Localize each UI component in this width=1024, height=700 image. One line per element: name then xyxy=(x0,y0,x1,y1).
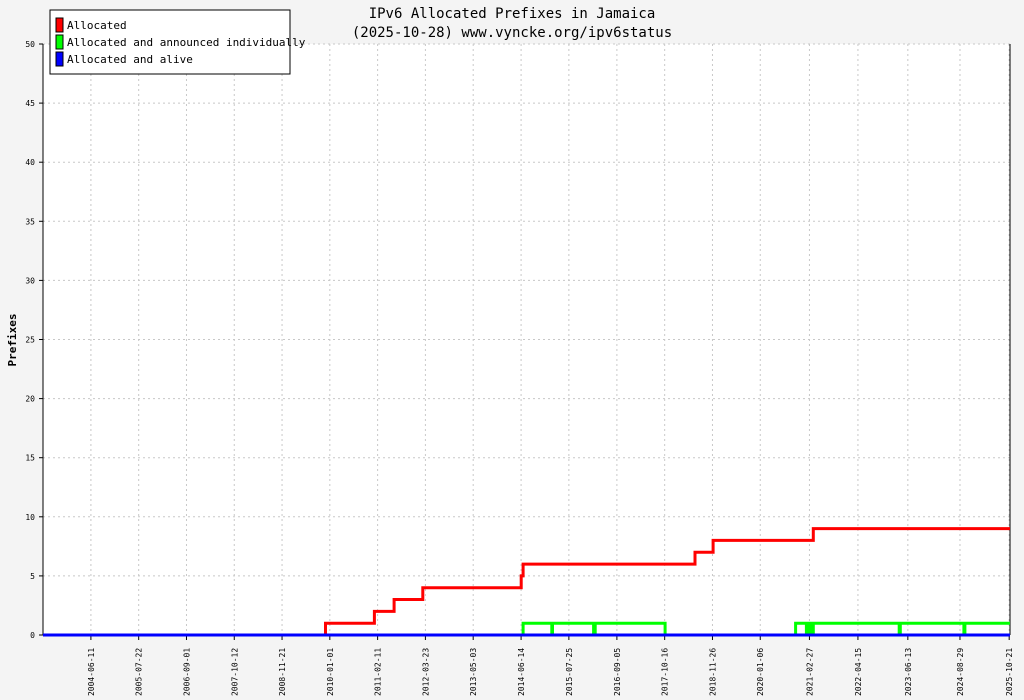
x-tick-label: 2018-11-26 xyxy=(708,648,717,696)
x-tick-label: 2021-02-27 xyxy=(805,648,814,696)
x-tick-label: 2016-09-05 xyxy=(613,648,622,696)
x-tick-label: 2010-01-01 xyxy=(326,648,335,696)
y-tick-label: 15 xyxy=(25,454,35,463)
y-tick-label: 35 xyxy=(25,217,35,226)
x-tick-label: 2011-02-11 xyxy=(374,648,383,696)
legend-swatch-2 xyxy=(55,34,64,50)
legend-swatch-1 xyxy=(55,17,64,33)
chart-subtitle: (2025-10-28) www.vyncke.org/ipv6status xyxy=(352,25,672,41)
x-tick-label: 2025-10-21 xyxy=(1005,648,1014,696)
series-line-1 xyxy=(43,527,1010,637)
y-tick-label: 25 xyxy=(25,336,35,345)
x-tick-label: 2022-04-15 xyxy=(854,648,863,696)
y-axis-label: Prefixes xyxy=(6,314,19,367)
x-tick-label: 2007-10-12 xyxy=(230,648,239,696)
legend-label-2: Allocated and announced individually xyxy=(67,36,306,49)
legend-swatch-3 xyxy=(55,51,64,67)
chart-title: IPv6 Allocated Prefixes in Jamaica xyxy=(369,6,656,22)
x-tick-label: 2015-07-25 xyxy=(565,648,574,696)
series-layer xyxy=(43,527,1010,637)
x-tick-label: 2023-06-13 xyxy=(904,648,913,696)
y-tick-label: 45 xyxy=(25,99,35,108)
y-tick-label: 20 xyxy=(25,395,35,404)
x-tick-label: 2004-06-11 xyxy=(87,648,96,696)
y-tick-label: 10 xyxy=(25,513,35,522)
y-tick-label: 40 xyxy=(25,158,35,167)
x-tick-label: 2005-07-22 xyxy=(135,648,144,696)
legend-label-1: Allocated xyxy=(67,19,127,32)
x-tick-label: 2006-09-01 xyxy=(182,648,191,696)
x-tick-label: 2012-03-23 xyxy=(421,648,430,696)
grid xyxy=(43,43,1010,635)
legend-box xyxy=(49,9,291,75)
x-tick-label: 2024-08-29 xyxy=(956,648,965,696)
y-tick-label: 5 xyxy=(30,572,35,581)
y-tick-label: 50 xyxy=(25,40,35,49)
y-tick-label: 30 xyxy=(25,276,35,285)
axes: 0 5 10 15 20 25 30 35 40 45 50 2004-06-11 2005-07-22… xyxy=(25,40,1014,696)
x-tick-label: 2014-06-14 xyxy=(517,648,526,696)
x-tick-label: 2013-05-03 xyxy=(469,648,478,696)
legend: Allocated Allocated and announced individ… xyxy=(49,9,306,75)
y-tick-label: 0 xyxy=(30,631,35,640)
legend-label-3: Allocated and alive xyxy=(67,53,193,66)
x-tick-label: 2008-11-21 xyxy=(278,648,287,696)
x-tick-label: 2020-01-06 xyxy=(756,648,765,696)
x-tick-label: 2017-10-16 xyxy=(661,648,670,696)
